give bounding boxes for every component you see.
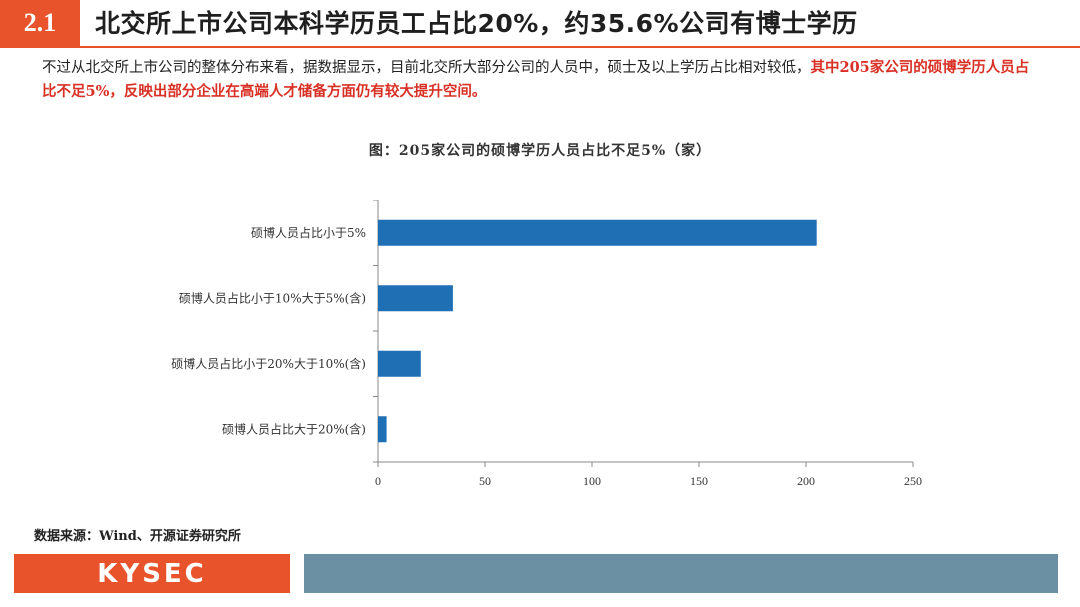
summary-text: 不过从北交所上市公司的整体分布来看，据数据显示，目前北交所大部分公司的人员中，硕… — [42, 60, 811, 76]
bar — [378, 219, 817, 246]
chart-title: 图：205家公司的硕博学历人员占比不足5%（家） — [368, 143, 712, 159]
x-tick-label: 250 — [904, 474, 922, 488]
category-label: 硕博人员占比小于5% — [251, 225, 366, 240]
bar — [378, 350, 421, 377]
data-source-note: 数据来源：Wind、开源证券研究所 — [34, 529, 241, 544]
summary-paragraph: 不过从北交所上市公司的整体分布来看，据数据显示，目前北交所大部分公司的人员中，硕… — [42, 56, 1042, 104]
section-number-badge: 2.1 — [0, 0, 80, 46]
x-tick-label: 200 — [797, 474, 815, 488]
category-label: 硕博人员占比小于20%大于10%(含) — [171, 356, 366, 371]
summary-highlight: 其中205家公司的硕博学历人员占比不足5%，反映出部分企业在高端人才储备方面仍有… — [42, 59, 1030, 100]
title-underline — [0, 46, 1080, 48]
footer-bar — [304, 554, 1058, 593]
x-tick-label: 150 — [690, 474, 708, 488]
x-tick-label: 50 — [479, 474, 491, 488]
x-tick-label: 100 — [583, 474, 601, 488]
page-title: 北交所上市公司本科学历员工占比20%，约35.6%公司有博士学历 — [95, 9, 858, 38]
bar — [378, 285, 453, 312]
bar — [378, 416, 387, 443]
category-label: 硕博人员占比小于10%大于5%(含) — [179, 290, 366, 305]
kysec-logo: KYSEC — [14, 554, 290, 593]
bar-chart: 0 50 100 150 200 250 硕博人员占比小于5% 硕博人员占比小于10%大于5%… — [171, 200, 922, 488]
x-tick-label: 0 — [375, 474, 381, 488]
category-label: 硕博人员占比大于20%(含) — [222, 421, 366, 436]
